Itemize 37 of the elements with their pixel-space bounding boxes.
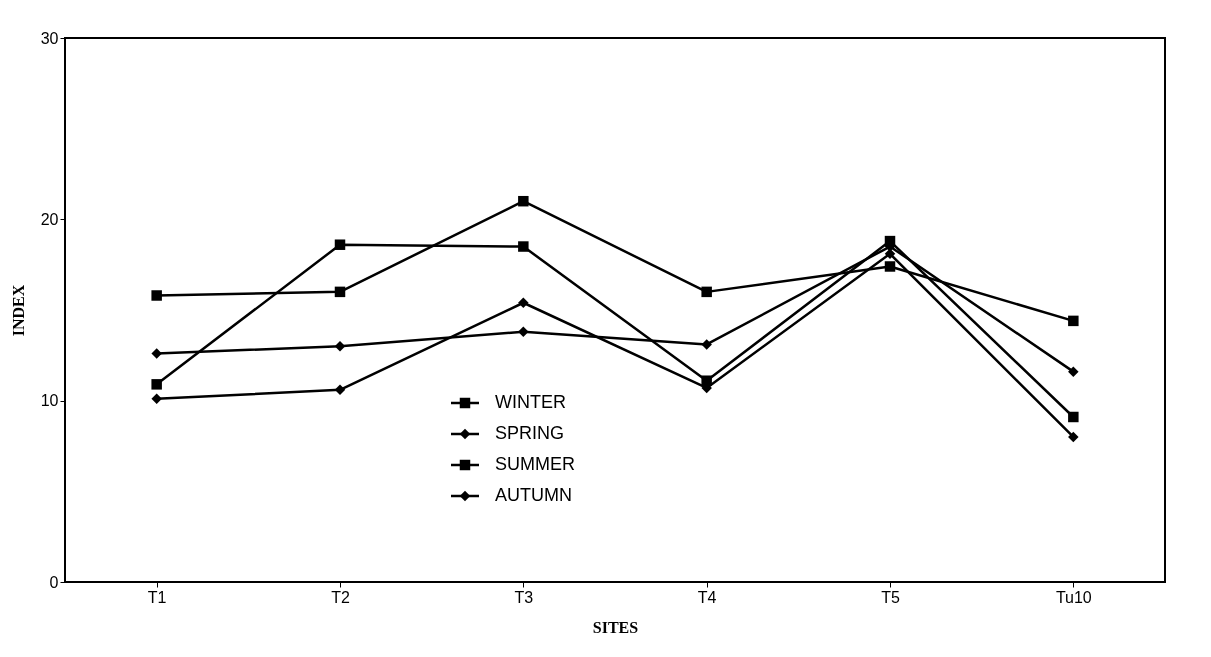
point (334, 384, 346, 396)
point (1068, 366, 1079, 377)
x-axis-title: SITES (592, 618, 639, 636)
point (518, 326, 529, 337)
x-tick-label: Tu10 (1055, 588, 1092, 606)
y-tick-label: 0 (49, 573, 59, 591)
point (1068, 431, 1079, 443)
x-tick-label: T3 (514, 588, 534, 606)
point (151, 379, 162, 390)
x-tick-label: T4 (697, 588, 717, 606)
point (701, 286, 712, 298)
y-tick-label: 30 (40, 29, 59, 47)
point (151, 290, 162, 301)
point (1068, 315, 1079, 327)
point (701, 339, 712, 350)
legend-label: AUTUMN (495, 485, 572, 505)
x-tick-label: T1 (147, 588, 167, 606)
point (518, 241, 529, 252)
point (518, 195, 529, 207)
point (701, 375, 712, 386)
point (1068, 411, 1079, 423)
point (518, 297, 529, 308)
point (884, 261, 896, 272)
point (334, 286, 346, 298)
point (884, 235, 896, 247)
legend-label: SUMMER (495, 454, 575, 474)
y-tick-label: 10 (40, 392, 59, 410)
legend-label: SPRING (495, 423, 565, 443)
legend-label: WINTER (495, 392, 566, 412)
point (334, 239, 346, 250)
y-axis-title: INDEX (9, 284, 27, 337)
point (151, 348, 162, 359)
point (151, 393, 162, 405)
point (334, 341, 346, 352)
y-tick-label: 20 (40, 210, 59, 228)
x-tick-label: T5 (881, 588, 900, 606)
x-tick-label: T2 (331, 588, 350, 606)
